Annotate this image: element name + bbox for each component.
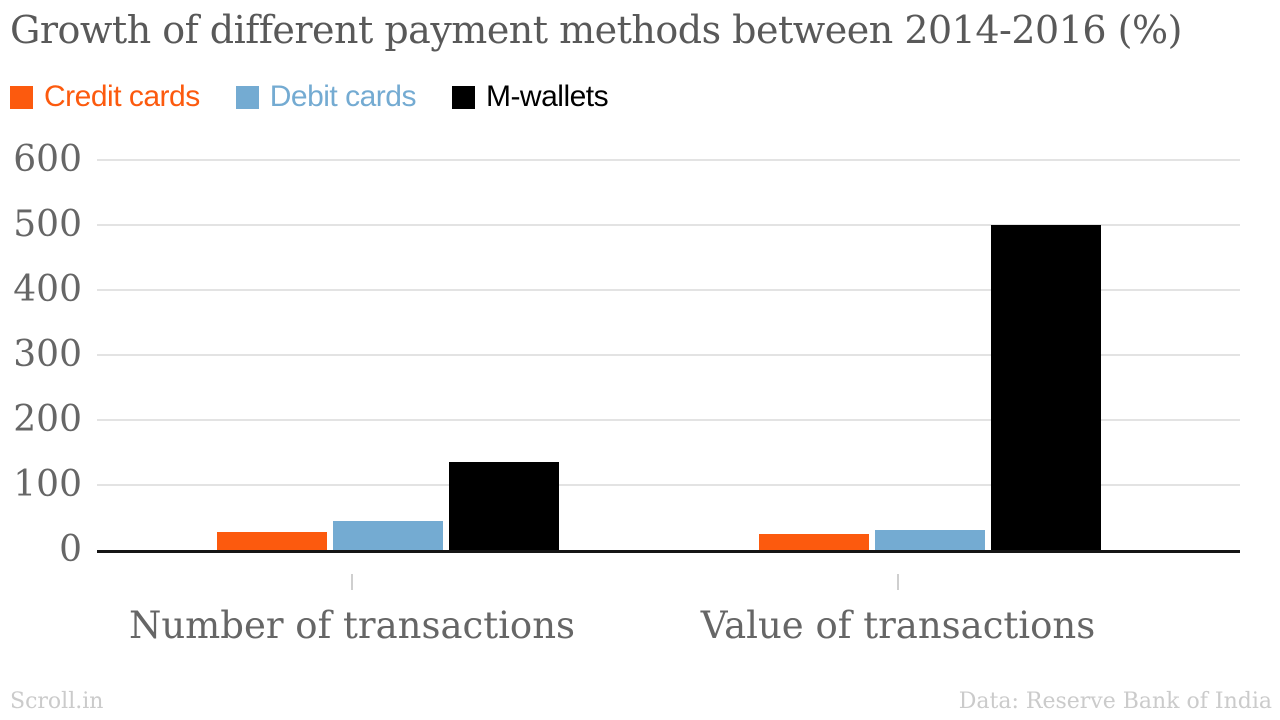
y-axis: 0 100 200 300 400 500 600 — [0, 0, 82, 720]
x-axis-tick — [897, 574, 899, 590]
y-gridline — [97, 354, 1240, 356]
y-gridline — [97, 289, 1240, 291]
bar-debit-cards — [875, 530, 985, 550]
legend-item-credit-cards: Credit cards — [10, 82, 200, 112]
x-axis-tick — [351, 574, 353, 590]
bar-debit-cards — [333, 521, 443, 550]
y-axis-tick-label: 0 — [59, 529, 82, 570]
x-axis-line — [97, 550, 1240, 553]
brand-credit: Scroll.in — [10, 689, 104, 714]
plot-area — [97, 159, 1240, 550]
legend-label: Credit cards — [44, 80, 200, 113]
y-axis-tick-label: 100 — [13, 464, 82, 505]
y-gridline — [97, 224, 1240, 226]
legend-label: Debit cards — [269, 80, 417, 113]
y-gridline — [97, 419, 1240, 421]
data-source-credit: Data: Reserve Bank of India — [958, 689, 1272, 714]
x-axis-label-value-of-transactions: Value of transactions — [700, 604, 1096, 647]
legend-swatch-icon — [235, 85, 259, 109]
legend-swatch-icon — [10, 85, 33, 109]
bar-credit-cards — [217, 532, 327, 550]
y-axis-tick-label: 400 — [13, 269, 82, 310]
y-axis-tick-label: 500 — [13, 204, 82, 245]
y-axis-tick-label: 200 — [13, 399, 82, 440]
bar-group-value-of-transactions — [759, 225, 1101, 550]
bar-group-number-of-transactions — [217, 462, 559, 550]
y-gridline — [97, 484, 1240, 486]
y-axis-tick-label: 600 — [13, 139, 82, 180]
chart-title: Growth of different payment methods betw… — [10, 8, 1182, 52]
bar-m-wallets — [991, 225, 1101, 550]
legend-item-m-wallets: M-wallets — [451, 80, 609, 113]
legend: Credit cards Debit cards M-wallets — [10, 80, 609, 113]
bar-credit-cards — [759, 534, 869, 550]
legend-swatch-icon — [451, 85, 475, 109]
y-gridline — [97, 159, 1240, 161]
legend-item-debit-cards: Debit cards — [235, 80, 417, 113]
x-axis-label-number-of-transactions: Number of transactions — [128, 604, 576, 647]
y-axis-tick-label: 300 — [13, 334, 82, 375]
legend-label: M-wallets — [485, 80, 609, 113]
bar-m-wallets — [449, 462, 559, 550]
